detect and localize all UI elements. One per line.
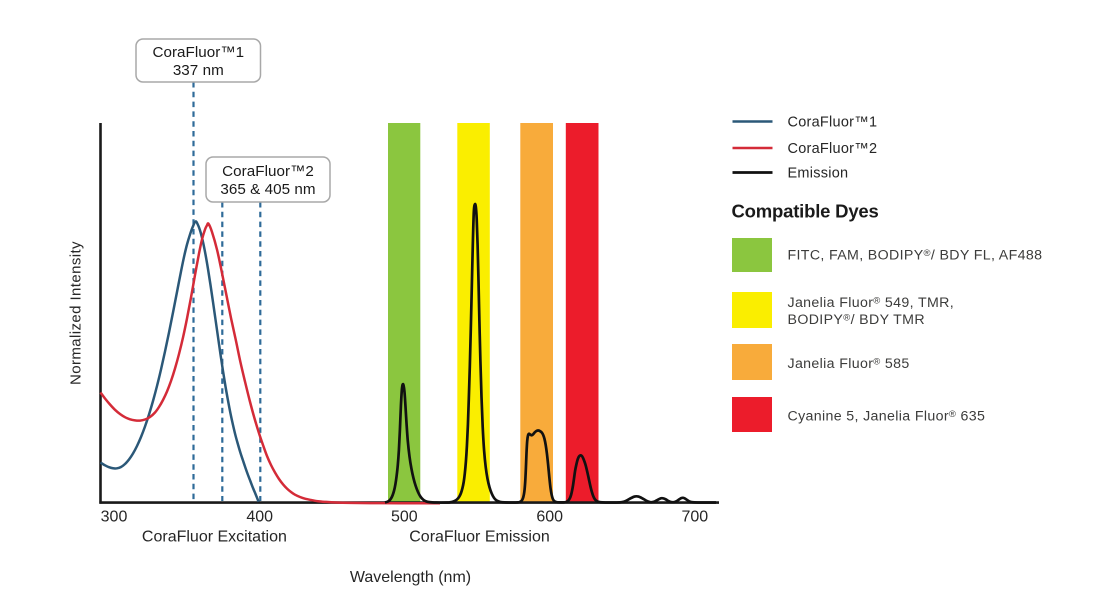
svg-text:500: 500 [391, 509, 418, 526]
svg-text:CoraFluor™1: CoraFluor™1 [788, 115, 878, 131]
svg-text:600: 600 [536, 509, 563, 526]
svg-text:400: 400 [246, 509, 273, 526]
svg-text:CoraFluor™2: CoraFluor™2 [222, 163, 314, 180]
svg-text:Janelia Fluor® 549, TMR,: Janelia Fluor® 549, TMR, [788, 295, 955, 311]
svg-text:300: 300 [101, 509, 128, 526]
svg-text:BODIPY®/ BDY TMR: BODIPY®/ BDY TMR [788, 312, 925, 328]
svg-text:FITC, FAM, BODIPY®/ BDY FL, AF: FITC, FAM, BODIPY®/ BDY FL, AF488 [788, 247, 1043, 263]
svg-text:CoraFluor™1: CoraFluor™1 [152, 44, 244, 61]
svg-text:CoraFluor Excitation: CoraFluor Excitation [142, 529, 287, 546]
svg-text:Normalized Intensity: Normalized Intensity [67, 241, 84, 385]
svg-text:337 nm: 337 nm [173, 62, 224, 79]
svg-text:Wavelength (nm): Wavelength (nm) [350, 569, 471, 586]
svg-text:Compatible Dyes: Compatible Dyes [732, 201, 879, 222]
svg-text:700: 700 [681, 509, 708, 526]
svg-text:CoraFluor Emission: CoraFluor Emission [409, 529, 549, 546]
svg-text:CoraFluor™2: CoraFluor™2 [788, 141, 878, 157]
svg-text:Emission: Emission [788, 166, 849, 182]
svg-text:Cyanine 5, Janelia Fluor® 635: Cyanine 5, Janelia Fluor® 635 [788, 408, 986, 424]
svg-text:365 & 405 nm: 365 & 405 nm [220, 181, 315, 198]
svg-text:Janelia Fluor® 585: Janelia Fluor® 585 [788, 356, 910, 372]
